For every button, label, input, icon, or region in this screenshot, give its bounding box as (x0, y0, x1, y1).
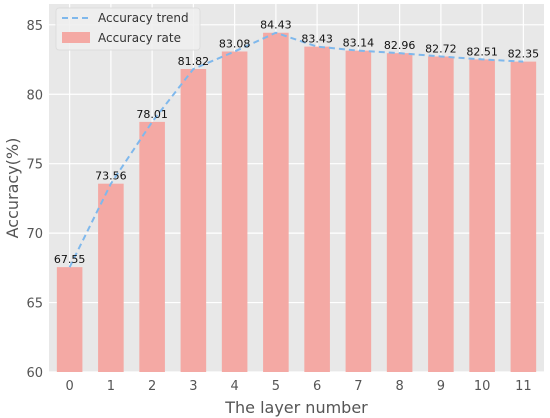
y-axis-label: Accuracy(%) (3, 138, 22, 239)
x-tick-label: 8 (395, 379, 403, 394)
data-label: 84.43 (260, 19, 292, 32)
data-labels: 67.55 73.56 78.01 81.82 83.08 84.43 83.43 83.14… (54, 19, 539, 266)
trend-polyline (68, 31, 524, 268)
y-tick-label: 75 (26, 158, 43, 173)
data-label: 67.55 (54, 253, 86, 266)
bar (180, 68, 207, 373)
x-tick-label: 11 (515, 379, 532, 394)
data-label: 82.35 (508, 48, 540, 61)
y-tick-label: 70 (26, 227, 43, 242)
data-label: 83.43 (301, 33, 333, 46)
bar (345, 50, 372, 373)
y-tick-label: 85 (26, 19, 43, 34)
data-label: 82.51 (466, 45, 498, 58)
data-label: 81.82 (178, 55, 210, 68)
x-tick-label: 6 (313, 379, 321, 394)
data-label: 73.56 (95, 170, 127, 183)
y-tick-label: 60 (26, 366, 43, 381)
bar (510, 61, 537, 372)
x-tick-labels: 0 1 2 3 4 5 6 7 8 9 10 11 (65, 379, 531, 394)
x-tick-label: 2 (148, 379, 156, 394)
legend-label-trend: Accuracy trend (98, 11, 189, 25)
x-tick-label: 3 (189, 379, 197, 394)
x-tick-label: 4 (230, 379, 238, 394)
legend-box (55, 7, 201, 51)
bar (304, 46, 330, 373)
y-tick-label: 80 (26, 88, 43, 103)
bar (98, 183, 124, 372)
bar (428, 56, 454, 373)
x-tick-label: 9 (437, 379, 445, 394)
data-label: 83.14 (343, 37, 375, 50)
legend: Accuracy trend Accuracy rate (55, 7, 201, 51)
data-label: 83.08 (219, 37, 251, 50)
legend-label-rate: Accuracy rate (98, 31, 181, 45)
bar (263, 32, 289, 372)
data-label: 82.72 (425, 42, 457, 55)
y-tick-label: 65 (26, 297, 43, 312)
x-tick-label: 1 (107, 379, 115, 394)
bar (469, 59, 495, 373)
plot-area (49, 4, 544, 372)
y-tick-labels: 60 65 70 75 80 85 (26, 19, 43, 381)
bar (56, 267, 83, 372)
x-tick-label: 5 (272, 379, 280, 394)
bar (386, 53, 413, 373)
bar (221, 51, 248, 372)
x-tick-label: 0 (65, 379, 73, 394)
legend-swatch-rate (62, 32, 90, 43)
x-axis-label: The layer number (224, 398, 368, 417)
bar (139, 121, 165, 372)
trend-line (68, 31, 524, 268)
x-tick-label: 10 (474, 379, 491, 394)
data-label: 82.96 (384, 39, 416, 52)
bars (56, 32, 537, 373)
data-label: 78.01 (136, 108, 168, 121)
x-tick-label: 7 (354, 379, 362, 394)
